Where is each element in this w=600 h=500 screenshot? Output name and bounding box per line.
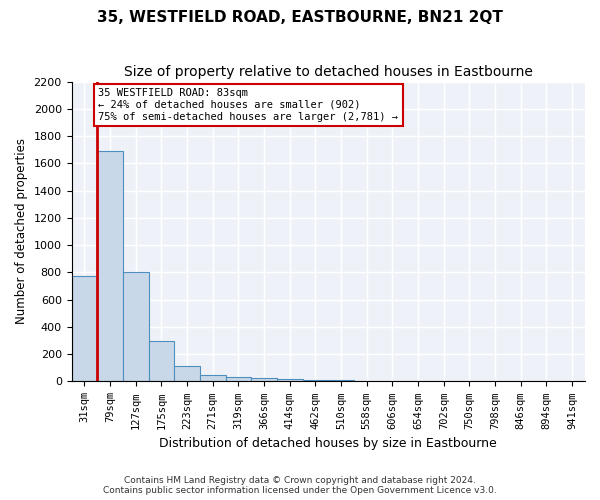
Bar [71,276,97,382]
Y-axis label: Number of detached properties: Number of detached properties [15,138,28,324]
Bar [354,381,380,382]
Text: Contains HM Land Registry data © Crown copyright and database right 2024.
Contai: Contains HM Land Registry data © Crown c… [103,476,497,495]
Title: Size of property relative to detached houses in Eastbourne: Size of property relative to detached ho… [124,65,533,79]
Bar [200,374,226,382]
Bar [97,151,123,382]
Bar [226,376,251,382]
Bar [277,380,302,382]
Text: 35 WESTFIELD ROAD: 83sqm
← 24% of detached houses are smaller (902)
75% of semi-: 35 WESTFIELD ROAD: 83sqm ← 24% of detach… [98,88,398,122]
Bar [251,378,277,382]
Bar [123,272,149,382]
Bar [149,340,174,382]
Bar [380,381,405,382]
Text: 35, WESTFIELD ROAD, EASTBOURNE, BN21 2QT: 35, WESTFIELD ROAD, EASTBOURNE, BN21 2QT [97,10,503,25]
Bar [405,381,431,382]
Bar [174,366,200,382]
Bar [302,380,328,382]
X-axis label: Distribution of detached houses by size in Eastbourne: Distribution of detached houses by size … [160,437,497,450]
Bar [328,380,354,382]
